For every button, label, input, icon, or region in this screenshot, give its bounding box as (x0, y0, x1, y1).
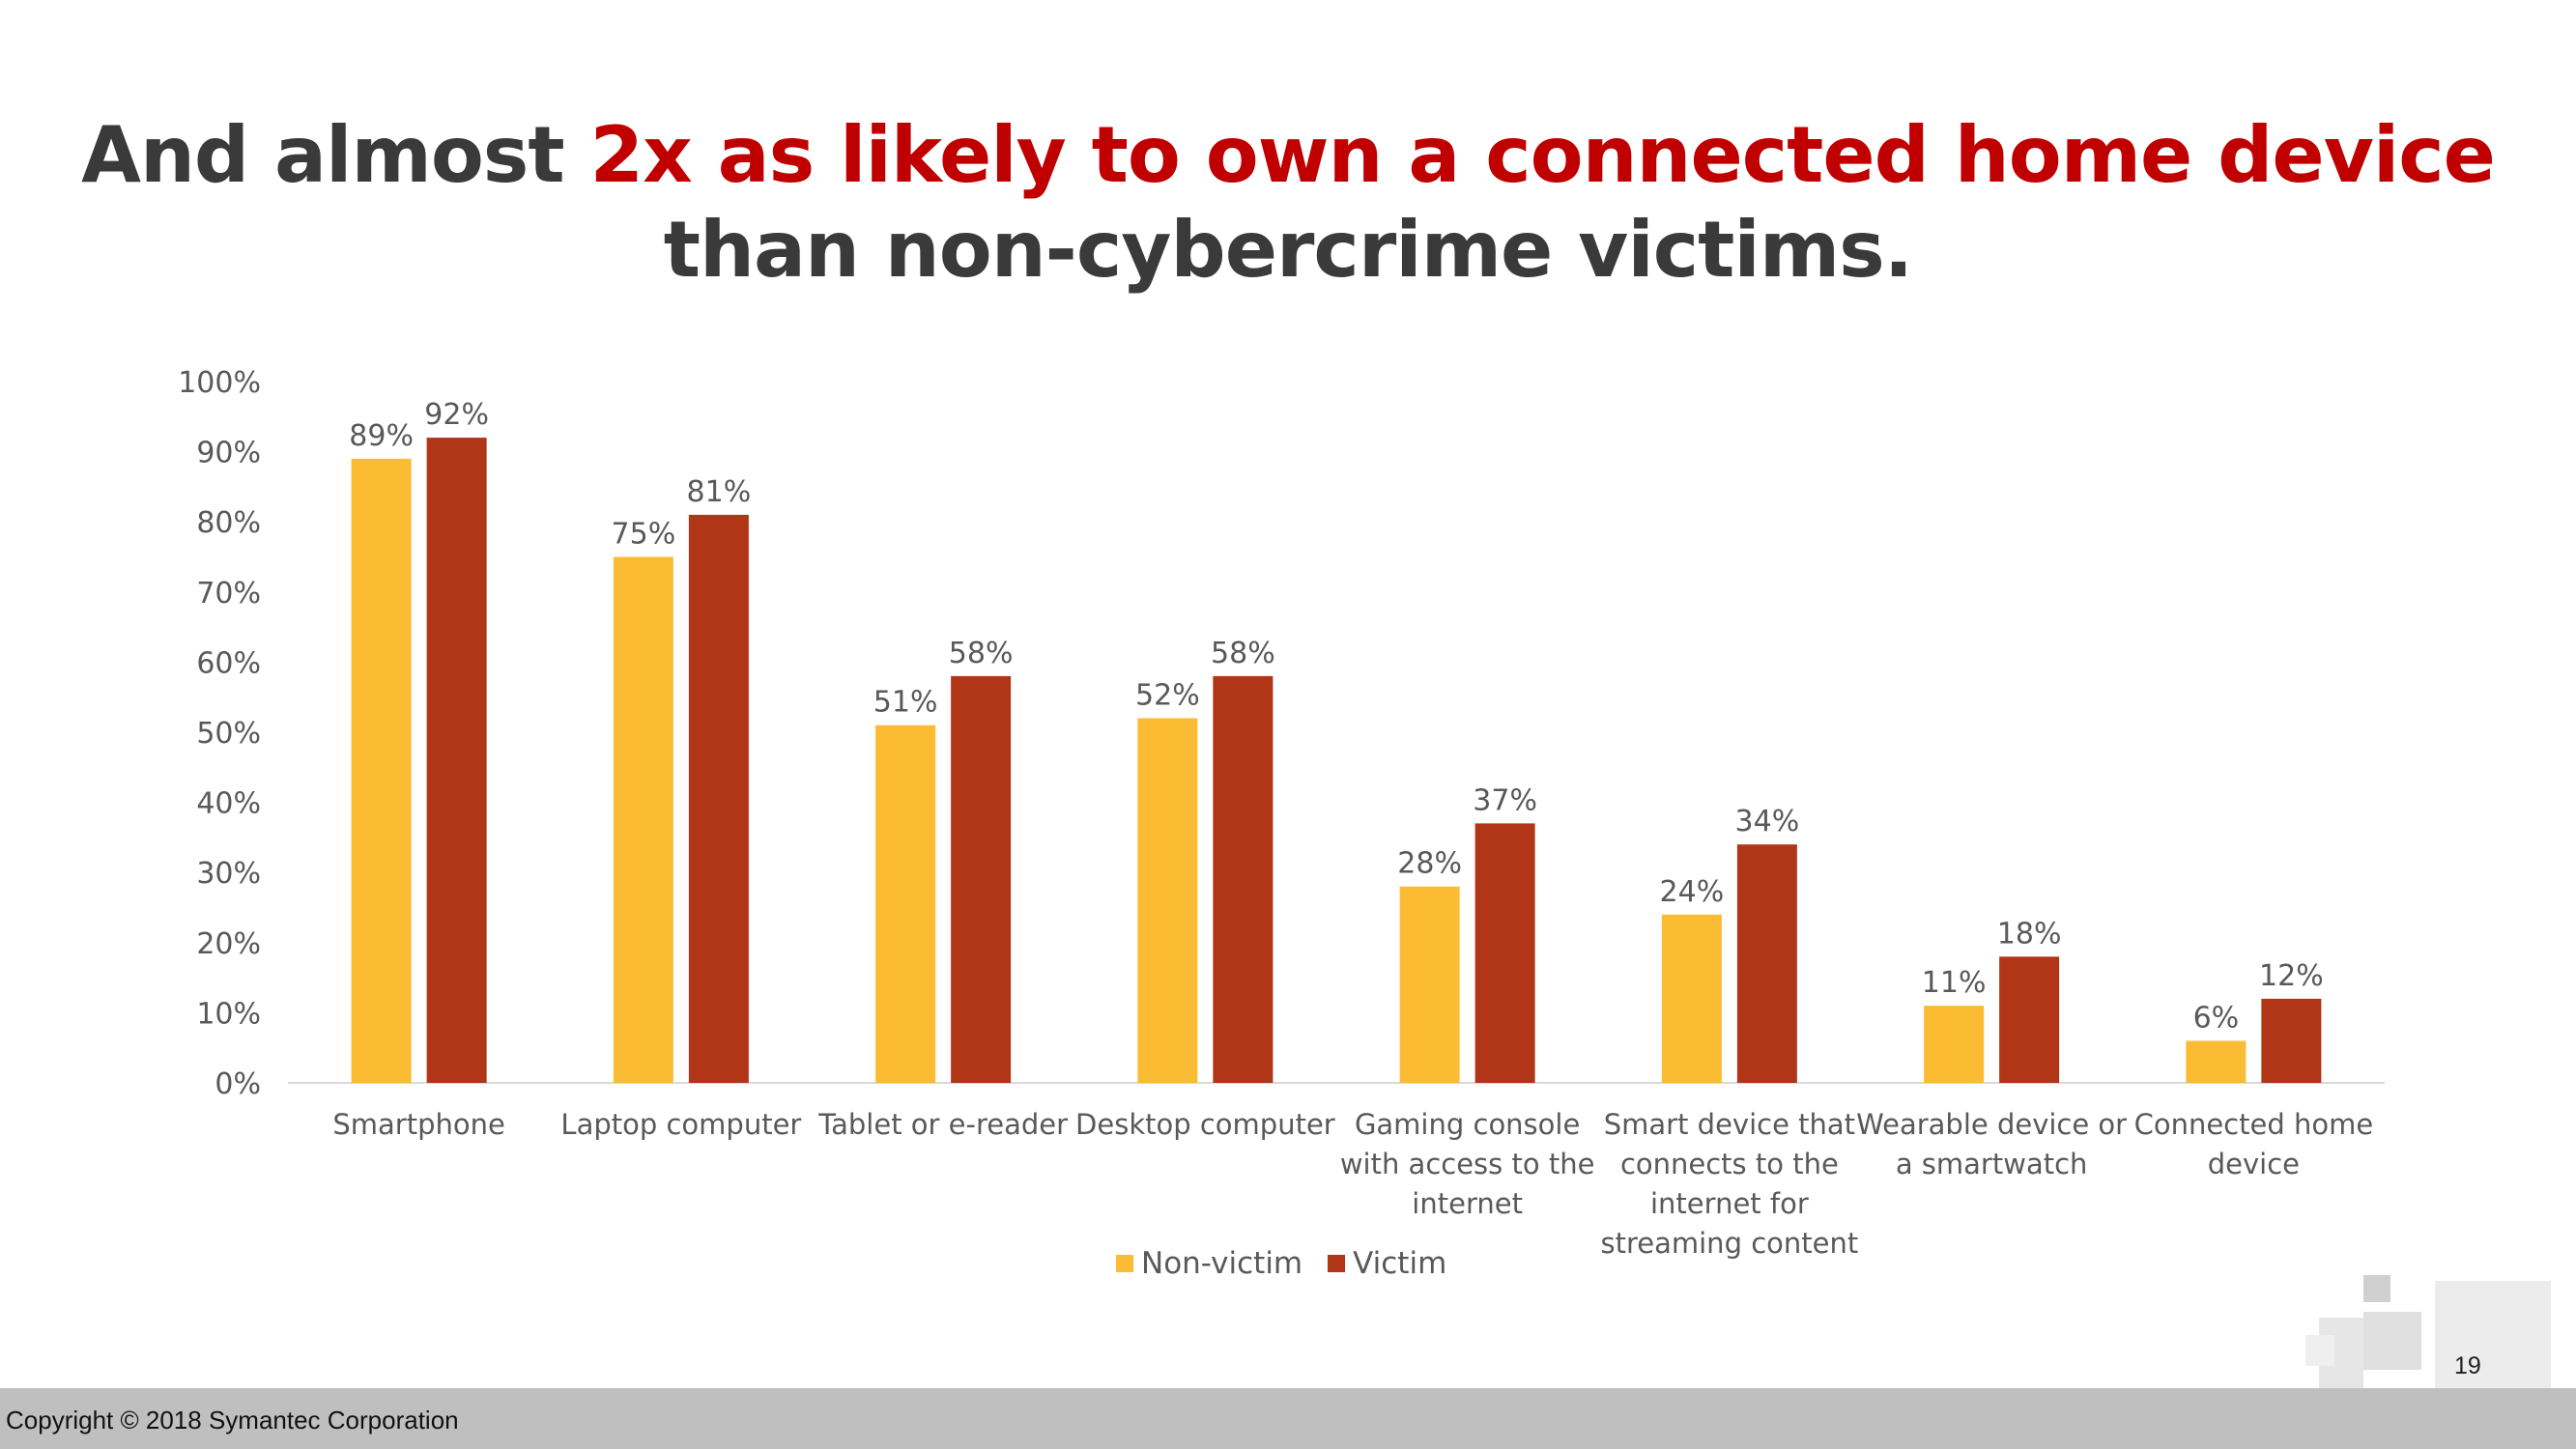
data-label: 58% (949, 637, 1014, 670)
bar-non-victim-2 (613, 556, 673, 1083)
y-tick-label: 70% (196, 577, 261, 611)
data-label: 75% (612, 518, 676, 552)
category-label: internet for (1650, 1187, 1809, 1220)
category-label: Laptop computer (560, 1108, 801, 1141)
title-prefix: And almost (81, 110, 590, 200)
copyright-text: Copyright © 2018 Symantec Corporation (6, 1406, 459, 1435)
data-label: 11% (1922, 966, 1987, 1000)
y-tick-label: 60% (196, 646, 261, 680)
bar-non-victim-4 (1137, 718, 1198, 1083)
legend-item-victim: Victim (1328, 1246, 1446, 1281)
y-tick-label: 30% (196, 857, 261, 891)
y-tick-label: 80% (196, 506, 261, 540)
bar-non-victim-8 (2186, 1040, 2247, 1083)
category-label: with access to the (1340, 1148, 1595, 1180)
data-label: 92% (424, 398, 489, 432)
y-tick-label: 0% (215, 1067, 261, 1101)
title-accent: 2x as likely to own a connected home dev… (589, 110, 2495, 200)
category-label: connects to the (1620, 1148, 1839, 1180)
category-label: Tablet or e-reader (817, 1108, 1068, 1141)
y-tick-label: 90% (196, 437, 261, 470)
legend-label-victim: Victim (1353, 1246, 1447, 1281)
title-line-2: than non-cybercrime victims. (663, 205, 1913, 295)
category-label: Smart device that (1604, 1108, 1855, 1141)
y-tick-label: 40% (196, 787, 261, 821)
category-label: Desktop computer (1075, 1108, 1335, 1141)
data-label: 89% (349, 419, 414, 453)
bar-victim-1 (426, 438, 487, 1084)
footer-bar (0, 1388, 2576, 1449)
category-label: Gaming console (1355, 1108, 1580, 1141)
data-label: 18% (1997, 917, 2062, 951)
legend-swatch-non-victim (1116, 1255, 1133, 1272)
bar-victim-4 (1213, 675, 1274, 1083)
bar-non-victim-5 (1399, 886, 1460, 1083)
data-label: 37% (1473, 783, 1537, 817)
bar-non-victim-7 (1924, 1006, 1985, 1083)
data-label: 28% (1397, 847, 1462, 881)
data-label: 34% (1735, 805, 1800, 838)
category-label: a smartwatch (1896, 1148, 2088, 1180)
legend-swatch-victim (1328, 1255, 1346, 1272)
data-label: 51% (873, 686, 938, 720)
data-label: 52% (1135, 678, 1200, 712)
data-label: 58% (1211, 637, 1275, 670)
data-label: 81% (687, 475, 752, 509)
deco-square-4 (2363, 1275, 2390, 1302)
category-label: device (2208, 1148, 2300, 1180)
y-tick-label: 20% (196, 927, 261, 961)
slide-title: And almost 2x as likely to own a connect… (0, 108, 2576, 298)
legend-label-non-victim: Non-victim (1141, 1246, 1303, 1281)
data-label: 12% (2259, 959, 2324, 993)
bar-non-victim-6 (1661, 914, 1722, 1083)
category-label: Wearable device or (1856, 1108, 2127, 1141)
data-label: 6% (2193, 1001, 2240, 1035)
deco-square-5 (2305, 1335, 2334, 1366)
bar-victim-6 (1736, 844, 1797, 1083)
bar-victim-7 (1999, 956, 2060, 1083)
bar-victim-2 (688, 514, 749, 1083)
decorative-squares (2305, 1275, 2551, 1388)
data-label: 24% (1660, 875, 1725, 909)
category-label: Smartphone (332, 1108, 504, 1141)
bar-victim-5 (1474, 823, 1535, 1083)
deco-square-1 (2435, 1281, 2551, 1388)
bar-victim-3 (951, 675, 1012, 1083)
y-tick-label: 100% (178, 366, 261, 400)
bar-non-victim-1 (351, 458, 412, 1083)
bar-victim-8 (2261, 998, 2322, 1083)
category-label: streaming content (1601, 1227, 1859, 1260)
y-tick-label: 50% (196, 717, 261, 751)
y-tick-label: 10% (196, 997, 261, 1031)
bar-non-victim-3 (875, 724, 936, 1083)
category-label: Connected home (2134, 1108, 2374, 1141)
chart-legend: Non-victim Victim (1116, 1246, 1446, 1281)
page-number: 19 (2454, 1352, 2481, 1379)
legend-item-non-victim: Non-victim (1116, 1246, 1302, 1281)
deco-square-2 (2363, 1312, 2421, 1370)
category-label: internet (1412, 1187, 1523, 1220)
